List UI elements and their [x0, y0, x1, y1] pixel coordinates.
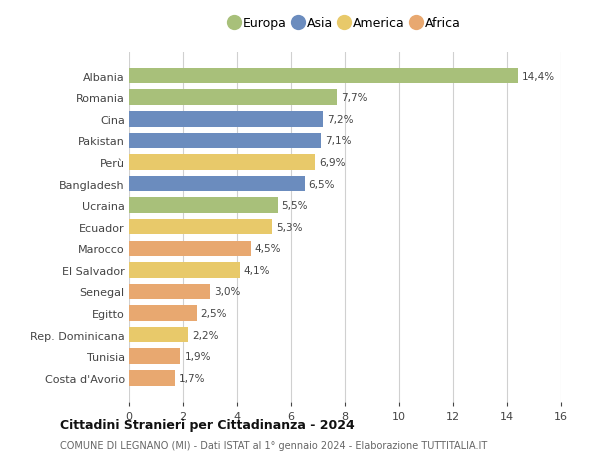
- Text: COMUNE DI LEGNANO (MI) - Dati ISTAT al 1° gennaio 2024 - Elaborazione TUTTITALIA: COMUNE DI LEGNANO (MI) - Dati ISTAT al 1…: [60, 440, 487, 450]
- Text: 1,7%: 1,7%: [179, 373, 205, 383]
- Bar: [129, 176, 305, 192]
- Bar: [129, 349, 181, 364]
- Text: 3,0%: 3,0%: [214, 287, 241, 297]
- Bar: [129, 112, 323, 127]
- Bar: [129, 90, 337, 106]
- Text: 1,9%: 1,9%: [184, 352, 211, 361]
- Text: 4,5%: 4,5%: [254, 244, 281, 254]
- Text: 5,3%: 5,3%: [276, 222, 302, 232]
- Bar: [129, 219, 272, 235]
- Bar: [129, 284, 210, 300]
- Bar: [129, 370, 175, 386]
- Bar: [129, 155, 316, 170]
- Text: 7,7%: 7,7%: [341, 93, 367, 103]
- Text: Cittadini Stranieri per Cittadinanza - 2024: Cittadini Stranieri per Cittadinanza - 2…: [60, 419, 355, 431]
- Bar: [129, 263, 240, 278]
- Text: 6,9%: 6,9%: [319, 157, 346, 168]
- Bar: [129, 306, 197, 321]
- Text: 2,2%: 2,2%: [193, 330, 219, 340]
- Text: 5,5%: 5,5%: [281, 201, 308, 211]
- Bar: [129, 198, 277, 213]
- Text: 2,5%: 2,5%: [200, 308, 227, 319]
- Text: 14,4%: 14,4%: [522, 72, 555, 81]
- Legend: Europa, Asia, America, Africa: Europa, Asia, America, Africa: [226, 14, 464, 34]
- Text: 7,2%: 7,2%: [328, 114, 354, 124]
- Bar: [129, 241, 251, 257]
- Text: 4,1%: 4,1%: [244, 265, 270, 275]
- Bar: [129, 133, 320, 149]
- Bar: [129, 69, 518, 84]
- Bar: [129, 327, 188, 343]
- Text: 7,1%: 7,1%: [325, 136, 351, 146]
- Text: 6,5%: 6,5%: [308, 179, 335, 189]
